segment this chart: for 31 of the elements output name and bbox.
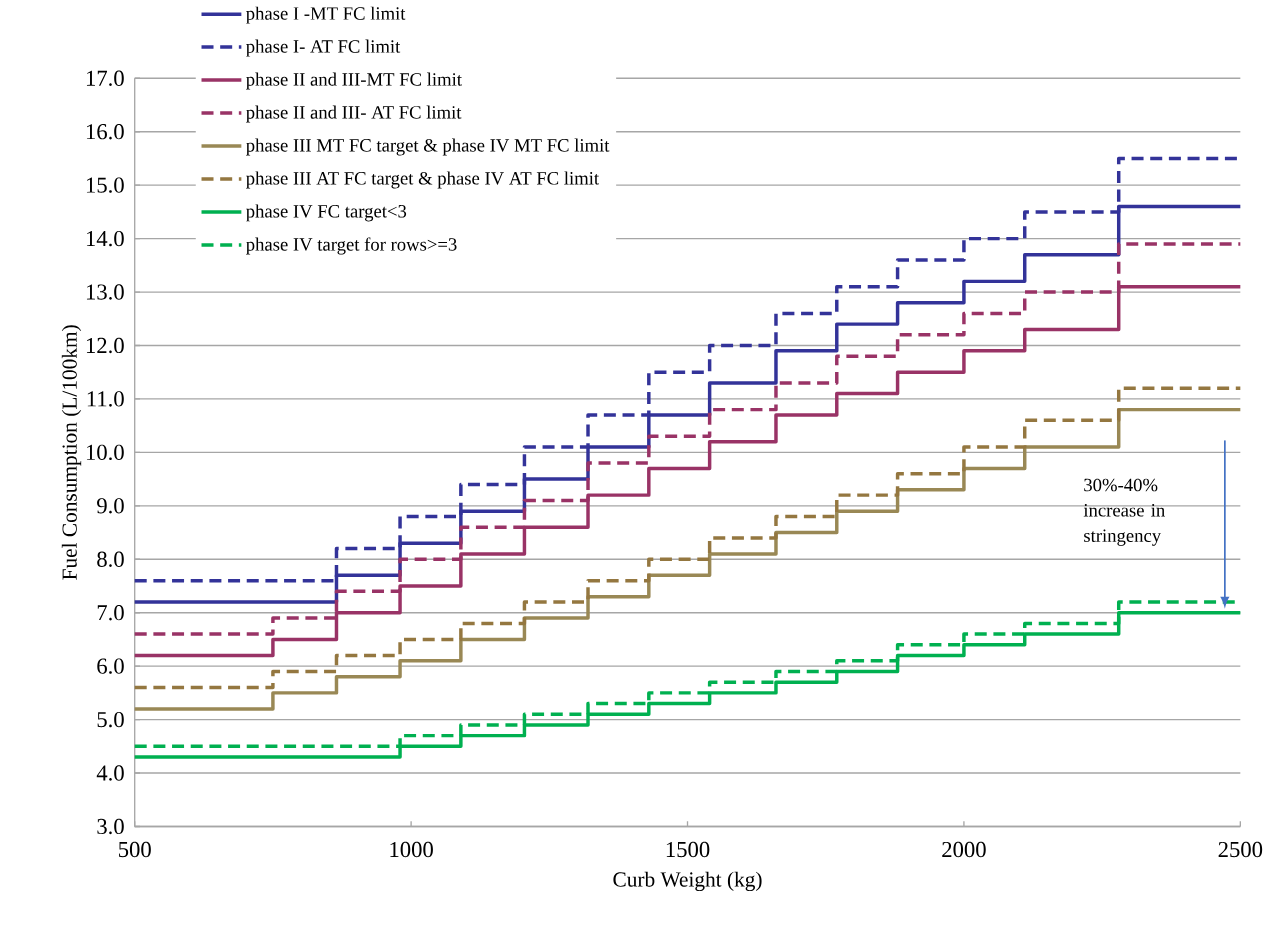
y-tick-label: 16.0 [86,124,124,140]
y-tick-label: 11.0 [87,391,124,407]
y-tick-label: 9.0 [97,498,124,514]
y-axis-title: Fuel Consumption (L/100km) [61,325,82,581]
y-tick-label: 13.0 [86,284,124,300]
y-tick-label: 8.0 [97,551,124,568]
x-tick-label: 1000 [390,842,433,858]
x-tick-label: 1500 [666,842,710,858]
y-tick-label: 4.0 [96,765,124,781]
y-tick-label: 17.0 [86,70,124,87]
y-tick-label: 5.0 [97,712,124,728]
x-tick-label: 500 [119,842,151,858]
y-tick-label: 12.0 [86,338,124,354]
y-tick-label: 7.0 [97,605,124,621]
y-tick-label: 6.0 [97,658,124,675]
legend-label: phase III MT FC target & phase IV MT FC limit [246,138,610,156]
legend-label: phase I- AT FC limit [246,39,401,57]
legend-label: phase IV target for rows>=3 [246,237,457,255]
legend-label: phase III AT FC target & phase IV AT FC limit [246,171,599,189]
y-tick-label: 14.0 [86,231,124,247]
legend-label: phase IV FC target<3 [246,204,407,222]
y-tick-label: 15.0 [86,177,124,194]
legend-label: phase I -MT FC limit [246,6,406,24]
legend-label: phase II and III- AT FC limit [246,105,462,123]
x-axis-title: Curb Weight (kg) [613,871,762,892]
y-tick-label: 3.0 [97,819,124,835]
y-tick-label: 10.0 [86,444,124,461]
legend-label: phase II and III-MT FC limit [246,72,462,90]
x-tick-label: 2500 [1218,842,1263,858]
x-tick-label: 2000 [942,842,986,858]
annotation: 30%-40% increase in stringency [1083,478,1165,547]
